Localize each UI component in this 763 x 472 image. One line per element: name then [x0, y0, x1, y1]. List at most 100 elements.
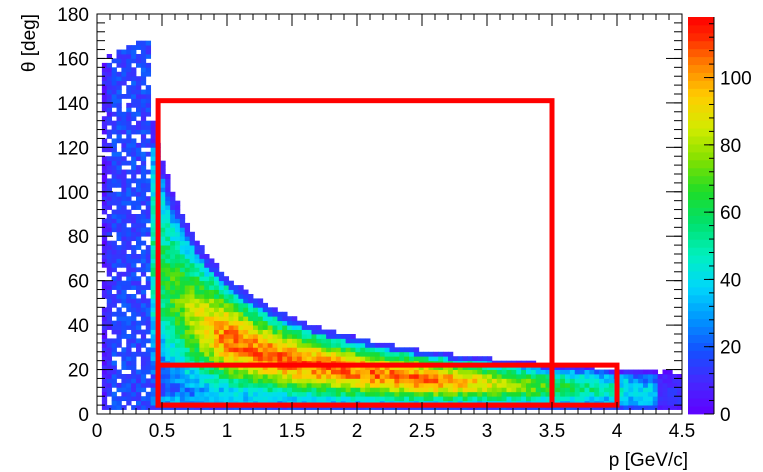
heatmap-cell — [121, 67, 127, 73]
heatmap-cell — [189, 289, 195, 295]
heatmap-cell — [131, 329, 137, 335]
heatmap-cell — [253, 302, 259, 308]
heatmap-cell — [175, 258, 181, 264]
heatmap-cell — [121, 316, 127, 322]
colorbar-segment — [688, 80, 714, 89]
heatmap-cell — [145, 347, 152, 353]
heatmap-cell — [165, 262, 171, 268]
heatmap-cell — [379, 347, 386, 353]
colorbar-segment — [688, 231, 714, 240]
heatmap-cell — [194, 334, 200, 339]
heatmap-cell — [106, 116, 113, 122]
heatmap-cell — [106, 187, 113, 193]
heatmap-cell — [136, 169, 142, 175]
heatmap-cell — [126, 45, 132, 50]
heatmap-cell — [233, 316, 239, 322]
heatmap-cell — [136, 285, 142, 290]
heatmap-cell — [253, 382, 259, 388]
heatmap-cell — [218, 334, 225, 339]
heatmap-cell — [160, 254, 166, 259]
heatmap-cell — [326, 329, 332, 335]
heatmap-cell — [228, 325, 234, 330]
heatmap-cell — [487, 387, 493, 393]
heatmap-cell — [506, 369, 512, 375]
heatmap-cell — [321, 374, 327, 379]
heatmap-cell — [243, 378, 249, 384]
heatmap-cell — [189, 387, 195, 393]
heatmap-cell — [277, 342, 283, 348]
heatmap-cell — [628, 400, 634, 406]
heatmap-cell — [370, 387, 376, 393]
heatmap-cell — [209, 396, 215, 402]
heatmap-cell — [214, 294, 220, 299]
heatmap-cell — [150, 378, 156, 384]
heatmap-cell — [106, 342, 113, 348]
heatmap-cell — [370, 382, 376, 388]
heatmap-cell — [433, 369, 439, 375]
heatmap-cell — [106, 169, 113, 175]
heatmap-cell — [599, 391, 605, 397]
heatmap-cell — [628, 387, 634, 393]
heatmap-cell — [545, 378, 551, 384]
heatmap-cell — [384, 369, 390, 375]
heatmap-cell — [282, 387, 288, 393]
heatmap-cell — [409, 391, 415, 397]
heatmap-cell — [140, 200, 147, 206]
heatmap-cell — [121, 347, 127, 353]
heatmap-cell — [111, 89, 117, 95]
heatmap-cell — [248, 369, 254, 375]
heatmap-cell — [311, 351, 317, 357]
heatmap-cell — [608, 391, 615, 397]
heatmap-cell — [667, 387, 673, 393]
heatmap-cell — [106, 231, 113, 237]
heatmap-cell — [223, 329, 230, 335]
heatmap-cell — [126, 391, 132, 397]
heatmap-cell — [384, 391, 390, 397]
heatmap-cell — [116, 316, 122, 322]
heatmap-cell — [126, 302, 132, 308]
heatmap-cell — [214, 374, 220, 379]
heatmap-cell — [165, 302, 171, 308]
heatmap-cell — [643, 378, 649, 384]
heatmap-cell — [272, 374, 278, 379]
heatmap-cell — [482, 374, 488, 379]
heatmap-cell — [467, 387, 473, 393]
heatmap-cell — [121, 80, 127, 86]
heatmap-cell — [384, 351, 390, 357]
heatmap-cell — [184, 311, 191, 317]
colorbar-segment — [688, 406, 714, 415]
heatmap-cell — [111, 156, 117, 162]
heatmap-cell — [257, 325, 264, 330]
heatmap-cell — [511, 378, 517, 384]
heatmap-cell — [131, 80, 137, 86]
heatmap-cell — [262, 396, 269, 402]
heatmap-cell — [199, 382, 205, 388]
heatmap-cell — [233, 329, 239, 335]
heatmap-cell — [204, 276, 210, 282]
heatmap-cell — [223, 387, 230, 393]
heatmap-cell — [160, 285, 166, 290]
heatmap-cell — [511, 391, 517, 397]
heatmap-cell — [272, 391, 278, 397]
heatmap-cell — [199, 316, 205, 322]
heatmap-cell — [321, 356, 327, 362]
heatmap-cell — [131, 178, 137, 184]
heatmap-cell — [126, 356, 132, 362]
heatmap-cell — [101, 209, 108, 215]
heatmap-cell — [218, 280, 225, 286]
heatmap-cell — [170, 209, 176, 215]
heatmap-cell — [131, 94, 137, 99]
heatmap-cell — [555, 396, 561, 402]
heatmap-cell — [618, 382, 624, 388]
heatmap-cell — [116, 271, 122, 277]
heatmap-cell — [140, 294, 147, 299]
heatmap-cell — [140, 125, 147, 130]
heatmap-cell — [184, 356, 191, 362]
heatmap-cell — [491, 396, 498, 402]
heatmap-cell — [472, 369, 478, 375]
heatmap-cell — [360, 387, 366, 393]
x-tick-label: 4 — [612, 421, 623, 442]
heatmap-cell — [214, 267, 220, 273]
heatmap-cell — [194, 307, 200, 313]
heatmap-cell — [243, 316, 249, 322]
